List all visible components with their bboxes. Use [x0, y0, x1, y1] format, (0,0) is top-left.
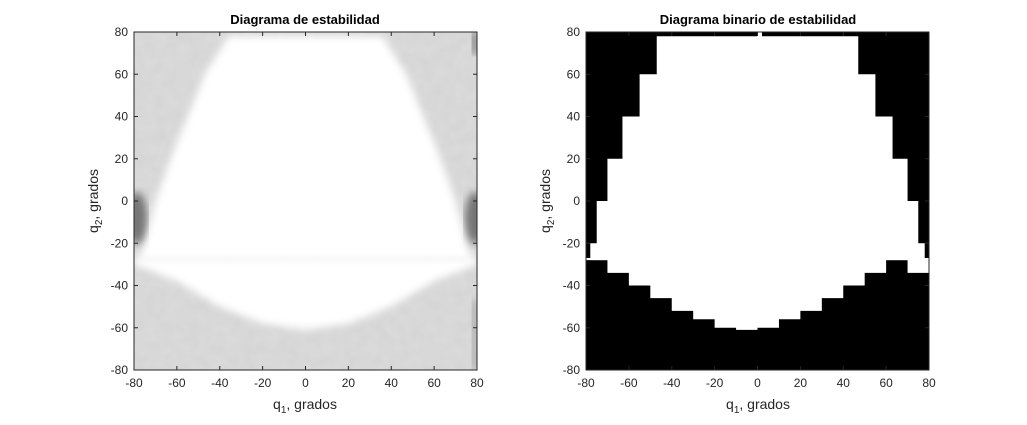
y-tick-label: -80	[563, 363, 581, 377]
y-tick-label: 60	[567, 67, 581, 81]
y-tick-label: -40	[563, 279, 581, 293]
y-axis-label: q2, grados	[537, 169, 557, 233]
x-tick-label: -60	[620, 376, 638, 390]
x-tick-label: 40	[837, 376, 851, 390]
heatmap-area	[586, 32, 929, 370]
tick-group: -80 -60 -40 -20 0 20 40 60 80 -80 -60 -40 -20 0 20 40 60…	[563, 25, 936, 390]
x-tick-label: -20	[706, 376, 724, 390]
x-tick-label: -40	[211, 376, 229, 390]
binary-stability-diagram-panel: Diagrama binario de estabilidad -80 -60 -4…	[537, 12, 936, 416]
y-tick-label: 20	[567, 152, 581, 166]
y-tick-label: -60	[563, 321, 581, 335]
y-tick-label: 80	[567, 25, 581, 39]
x-tick-label: -60	[168, 376, 186, 390]
heatmap-area	[134, 32, 477, 370]
stable-region-top	[138, 36, 473, 261]
x-tick-label: -40	[663, 376, 681, 390]
y-tick-label: 80	[115, 25, 129, 39]
y-tick-label: 40	[115, 110, 129, 124]
stable-region-bottom	[586, 258, 929, 330]
y-tick-label: -20	[111, 236, 129, 250]
x-tick-label: 0	[302, 376, 309, 390]
dark-edge-right-top	[472, 32, 477, 54]
top-notch	[757, 32, 762, 40]
stability-diagram-panel: Diagrama de estabilidad -80 -60 -40 -20 0 20 4…	[85, 12, 484, 416]
x-tick-label: 20	[794, 376, 808, 390]
x-axis-label: q1, grados	[726, 396, 790, 416]
y-tick-label: 60	[115, 67, 129, 81]
x-tick-label: 0	[754, 376, 761, 390]
stable-region-bottom	[134, 258, 477, 330]
y-tick-label: -60	[111, 321, 129, 335]
y-tick-label: 20	[115, 152, 129, 166]
y-tick-label: -40	[111, 279, 129, 293]
stable-region-top	[590, 36, 925, 261]
x-tick-label: 60	[879, 376, 893, 390]
dark-edge-left	[134, 192, 147, 244]
y-tick-label: 40	[567, 110, 581, 124]
y-axis-label: q2, grados	[85, 169, 105, 233]
x-tick-label: 80	[470, 376, 484, 390]
chart-title: Diagrama binario de estabilidad	[660, 12, 857, 27]
y-tick-label: -20	[563, 236, 581, 250]
tick-group: -80 -60 -40 -20 0 20 40 60 80 -80 -60 -40 -20 0 20 40 60…	[111, 25, 484, 390]
chart-title: Diagrama de estabilidad	[230, 12, 380, 27]
y-tick-label: 0	[573, 194, 580, 208]
x-tick-label: -20	[254, 376, 272, 390]
x-tick-label: 60	[427, 376, 441, 390]
dark-edge-right-bottom	[472, 300, 477, 370]
x-axis-label: q1, grados	[273, 396, 337, 416]
x-tick-label: 80	[922, 376, 936, 390]
y-tick-label: 0	[121, 194, 128, 208]
x-tick-label: 20	[342, 376, 356, 390]
y-tick-label: -80	[111, 363, 129, 377]
x-tick-label: -80	[577, 376, 595, 390]
dark-edge-right	[465, 192, 477, 244]
x-tick-label: -80	[125, 376, 143, 390]
x-tick-label: 40	[385, 376, 399, 390]
